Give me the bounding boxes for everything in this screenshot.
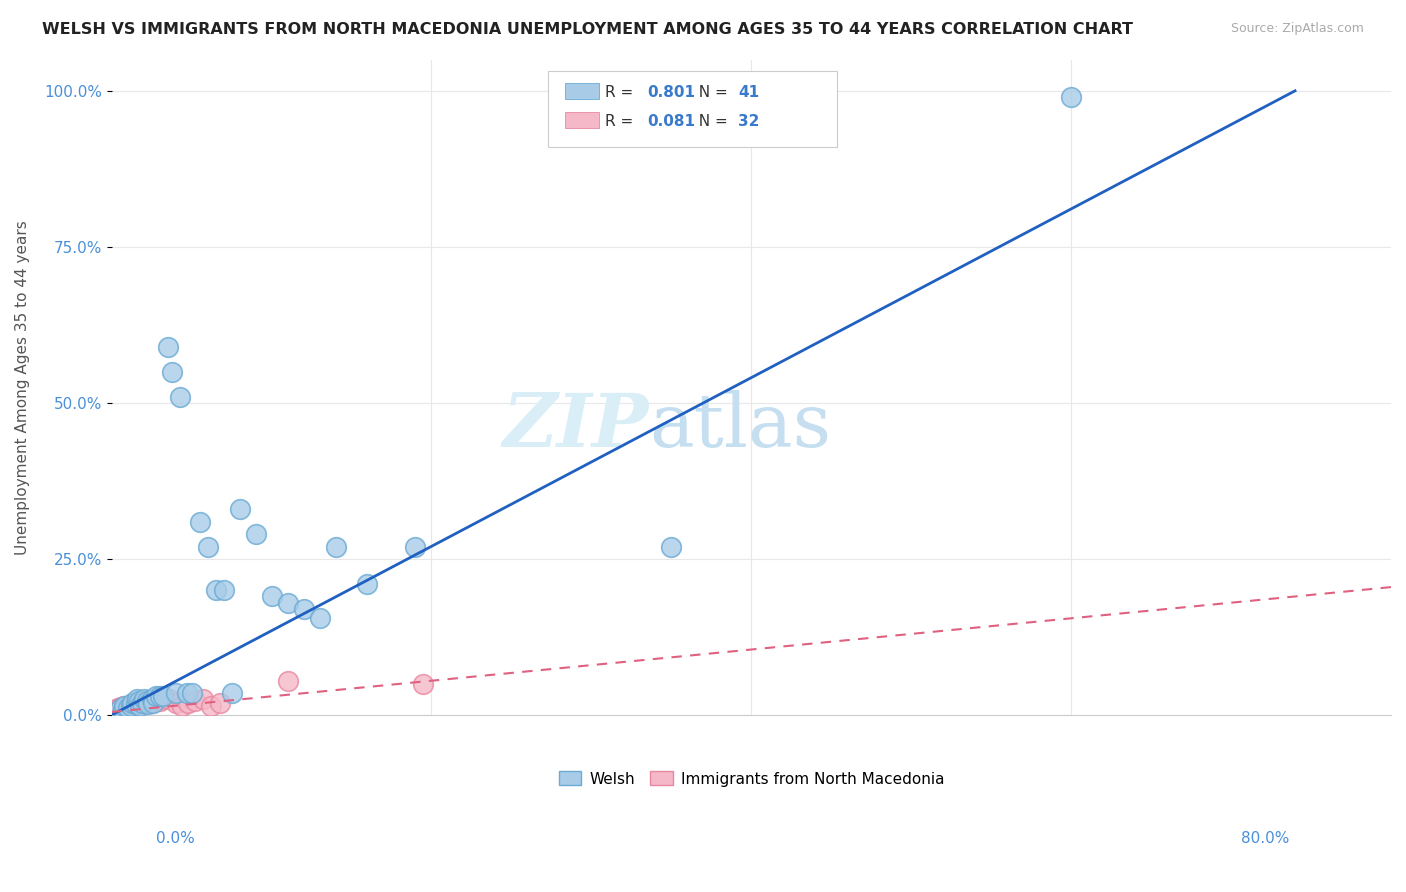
Point — [124, 697, 146, 711]
Point — [124, 698, 146, 712]
Point — [180, 686, 202, 700]
Point — [277, 673, 299, 688]
Point — [325, 540, 347, 554]
Point — [165, 686, 187, 700]
Point — [128, 698, 150, 712]
Point — [132, 697, 155, 711]
Point — [111, 703, 134, 717]
Point — [188, 515, 211, 529]
Text: WELSH VS IMMIGRANTS FROM NORTH MACEDONIA UNEMPLOYMENT AMONG AGES 35 TO 44 YEARS : WELSH VS IMMIGRANTS FROM NORTH MACEDONIA… — [42, 22, 1133, 37]
Point — [131, 696, 153, 710]
Point — [200, 698, 222, 713]
Point — [412, 677, 434, 691]
Point — [169, 390, 191, 404]
Legend: Welsh, Immigrants from North Macedonia: Welsh, Immigrants from North Macedonia — [553, 765, 950, 793]
Point — [120, 698, 142, 712]
Point — [153, 692, 176, 706]
Point — [356, 577, 378, 591]
Point — [129, 698, 152, 713]
Point — [108, 702, 131, 716]
Point — [308, 611, 330, 625]
Point — [111, 700, 134, 714]
Y-axis label: Unemployment Among Ages 35 to 44 years: Unemployment Among Ages 35 to 44 years — [15, 220, 30, 555]
Text: 0.0%: 0.0% — [156, 831, 195, 846]
Point — [292, 602, 315, 616]
Point — [149, 690, 172, 704]
Text: atlas: atlas — [650, 390, 831, 463]
Point — [141, 692, 163, 706]
Point — [245, 527, 267, 541]
Point — [127, 697, 149, 711]
Point — [176, 686, 198, 700]
Point — [162, 365, 184, 379]
Point — [121, 698, 143, 713]
Point — [209, 696, 232, 710]
Point — [115, 700, 138, 714]
Point — [118, 699, 141, 714]
Point — [156, 340, 179, 354]
Point — [132, 692, 155, 706]
Text: 41: 41 — [738, 86, 759, 100]
Point — [152, 690, 174, 704]
Point — [404, 540, 426, 554]
Text: N =: N = — [689, 86, 733, 100]
Text: Source: ZipAtlas.com: Source: ZipAtlas.com — [1230, 22, 1364, 36]
Point — [127, 692, 149, 706]
Point — [221, 686, 243, 700]
Point — [135, 694, 157, 708]
Point — [228, 502, 250, 516]
Text: 32: 32 — [738, 114, 759, 128]
Point — [138, 697, 160, 711]
Text: R =: R = — [605, 86, 638, 100]
Point — [107, 700, 129, 714]
Text: 80.0%: 80.0% — [1241, 831, 1289, 846]
Point — [122, 698, 145, 712]
Text: N =: N = — [689, 114, 733, 128]
Point — [165, 696, 187, 710]
Point — [145, 690, 167, 704]
Point — [108, 702, 131, 716]
Point — [117, 698, 139, 713]
Point — [212, 583, 235, 598]
Text: ZIP: ZIP — [503, 391, 650, 463]
Point — [112, 698, 135, 713]
Point — [191, 692, 214, 706]
Point — [129, 696, 152, 710]
Point — [142, 696, 165, 710]
Point — [260, 590, 283, 604]
Point — [170, 698, 193, 713]
Point — [128, 694, 150, 708]
Point — [177, 696, 200, 710]
Point — [659, 540, 682, 554]
Text: R =: R = — [605, 114, 638, 128]
Point — [141, 696, 163, 710]
Point — [112, 698, 135, 713]
Text: 0.081: 0.081 — [647, 114, 695, 128]
Point — [1060, 90, 1083, 104]
Point — [135, 696, 157, 710]
Point — [197, 540, 219, 554]
Point — [120, 698, 142, 713]
Point — [117, 700, 139, 714]
Point — [149, 694, 172, 708]
Point — [121, 696, 143, 710]
Point — [105, 702, 128, 716]
Point — [143, 694, 166, 708]
Point — [184, 694, 207, 708]
Point — [110, 700, 132, 714]
Point — [157, 692, 180, 706]
Text: 0.801: 0.801 — [647, 86, 695, 100]
Point — [204, 583, 226, 598]
Point — [277, 596, 299, 610]
